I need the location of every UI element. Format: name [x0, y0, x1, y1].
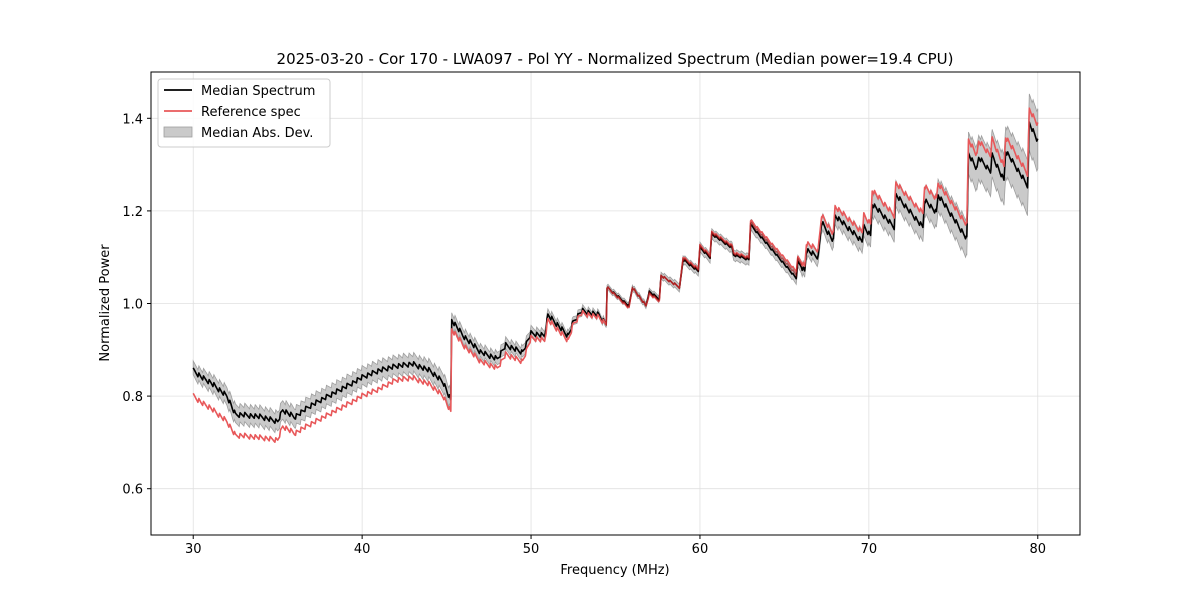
chart-title: 2025-03-20 - Cor 170 - LWA097 - Pol YY -… [277, 50, 954, 68]
x-tick-label: 70 [861, 542, 878, 557]
legend-box [157, 78, 331, 148]
x-tick-label: 60 [692, 542, 709, 557]
y-tick-label: 0.6 [122, 483, 143, 498]
x-tick-label: 30 [185, 542, 202, 557]
y-axis-label: Normalized Power [98, 244, 113, 362]
y-tick-label: 1.0 [122, 298, 143, 313]
overlap-line [605, 221, 802, 327]
x-axis-label: Frequency (MHz) [560, 563, 669, 578]
legend-median-label: Median Spectrum [201, 84, 315, 99]
y-tick-label: 0.8 [122, 390, 143, 405]
legend-mad-label: Median Abs. Dev. [201, 126, 313, 141]
ticks: 30 40 50 60 70 80 0.6 0.8 1.0 1.2 1.4 [122, 112, 1046, 557]
legend-reference-label: Reference spec [201, 105, 301, 120]
y-tick-label: 1.2 [122, 205, 143, 220]
mad-band [192, 93, 1039, 434]
y-tick-label: 1.4 [122, 112, 143, 127]
legend: Median Spectrum Reference spec Median Ab… [157, 78, 331, 148]
legend-mad-swatch [163, 126, 193, 138]
x-tick-label: 80 [1029, 542, 1046, 557]
x-tick-label: 40 [354, 542, 371, 557]
plot-area [192, 93, 1039, 443]
x-tick-label: 50 [523, 542, 540, 557]
